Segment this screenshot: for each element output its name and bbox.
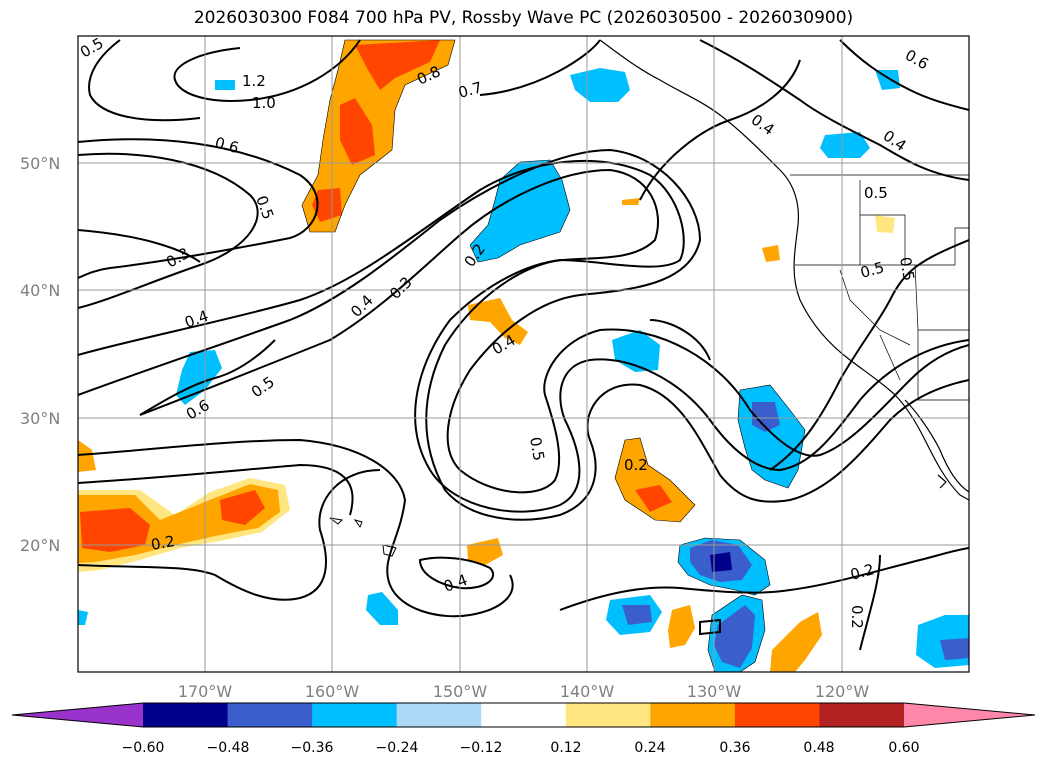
lon-label: 150°W (433, 682, 488, 701)
colorbar-segment (481, 703, 567, 727)
lon-label: 120°W (815, 682, 870, 701)
colorbar-tick: 0.48 (803, 740, 834, 756)
contour-label: 0.6 (213, 133, 241, 157)
colorbar-segment (734, 703, 820, 727)
colorbar-tick: 0.24 (634, 740, 665, 756)
map-frame (77, 35, 970, 673)
hawaii-islands (329, 517, 397, 557)
graticule (78, 36, 969, 672)
map-area (78, 36, 969, 672)
colorbar-tick: 0.60 (888, 740, 919, 756)
colorbar (11, 702, 1036, 728)
anomaly-outlines (301, 39, 806, 672)
contour-label: 1.0 (252, 94, 276, 112)
longitude-labels: 170°W 160°W 150°W 140°W 130°W 120°W (178, 682, 870, 701)
pv-contours (78, 39, 969, 651)
contour-label: 0.5 (896, 256, 918, 283)
colorbar-tick: −0.12 (460, 740, 503, 756)
colorbar-extend-low (12, 703, 143, 727)
colorbar-tick: −0.48 (207, 740, 250, 756)
contour-label: 0.2 (150, 532, 177, 554)
colorbar-tick: 0.36 (719, 740, 750, 756)
lon-label: 170°W (178, 682, 233, 701)
contour-label: 0.5 (858, 258, 886, 282)
contour-label: 0.2 (848, 560, 876, 584)
colorbar-segment (227, 703, 313, 727)
lon-label: 160°W (305, 682, 360, 701)
contour-label: 0.5 (526, 436, 548, 463)
lat-label: 20°N (20, 536, 60, 555)
map-title: 2026030300 F084 700 hPa PV, Rossby Wave … (193, 8, 854, 28)
contour-label: 0.2 (848, 605, 866, 629)
colorbar-tick: −0.60 (122, 740, 165, 756)
colorbar-tick: 0.12 (550, 740, 581, 756)
colorbar-segment (565, 703, 651, 727)
contour-label: 0.2 (624, 456, 648, 474)
contour-label: 1.2 (242, 72, 266, 90)
positive-anomaly-shading (78, 40, 895, 672)
latitude-labels: 50°N 40°N 30°N 20°N (20, 154, 60, 555)
colorbar-segment (819, 703, 905, 727)
colorbar-segment (396, 703, 482, 727)
lon-label: 140°W (560, 682, 615, 701)
colorbar-outline (11, 702, 1036, 728)
colorbar-extend-high (904, 703, 1035, 727)
political-borders (790, 174, 969, 401)
colorbar-segment (312, 703, 398, 727)
colorbar-segment (143, 703, 229, 727)
colorbar-tick: −0.24 (376, 740, 419, 756)
colorbar-segment (650, 703, 736, 727)
lat-label: 40°N (20, 281, 60, 300)
lat-label: 30°N (20, 409, 60, 428)
contour-label: 0.5 (864, 184, 888, 202)
colorbar-tick: −0.36 (291, 740, 334, 756)
lat-label: 50°N (20, 154, 60, 173)
lon-label: 130°W (687, 682, 742, 701)
colorbar-tick-labels: −0.60 −0.48 −0.36 −0.24 −0.12 0.12 0.24 … (122, 740, 920, 756)
contour-label: 0.7 (456, 78, 484, 102)
